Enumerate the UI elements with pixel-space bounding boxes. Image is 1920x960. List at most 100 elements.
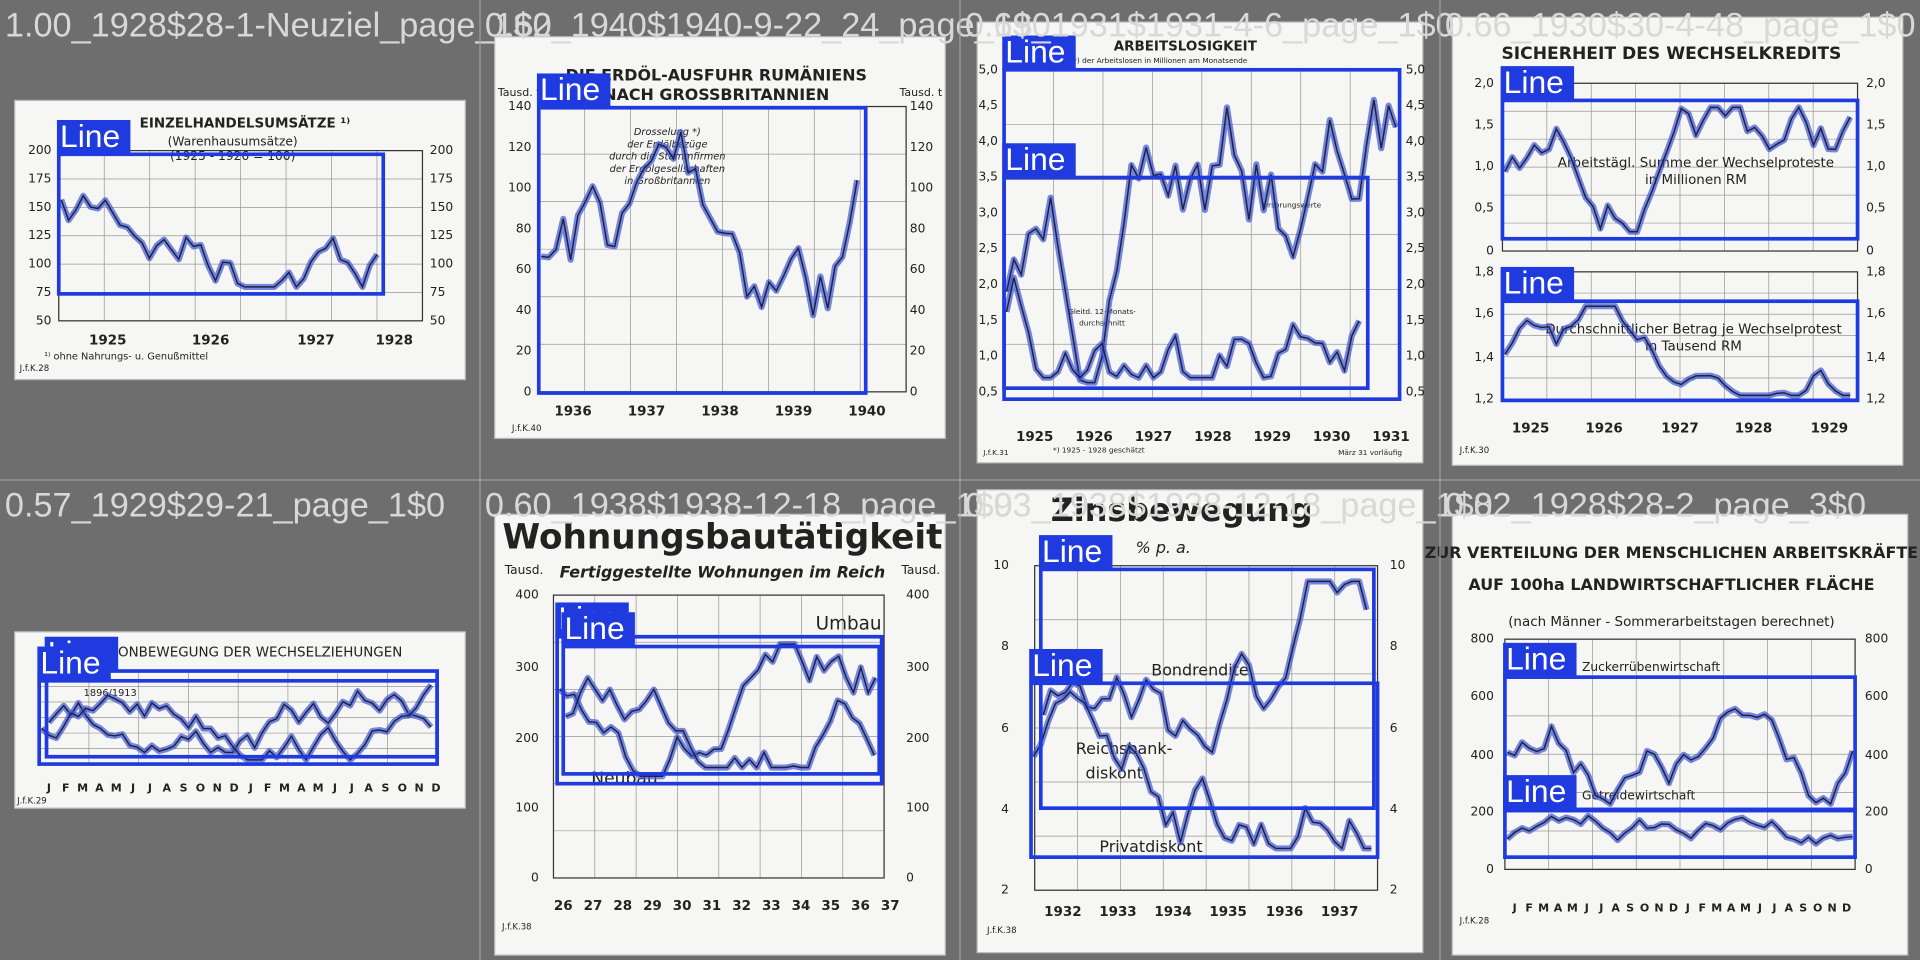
annotation: Drosselung *)	[634, 127, 701, 138]
y-tick-label: 120	[508, 140, 531, 154]
x-tick-label: S	[1799, 902, 1807, 915]
y-tick-label: 4,0	[1406, 134, 1425, 148]
y-tick-label: 800	[1471, 632, 1494, 646]
x-tick-label: 1938	[701, 404, 738, 419]
annotation: durch die Stammfirmen	[609, 152, 725, 163]
annotation: J.f.K.28	[1459, 916, 1490, 926]
detection-box	[1002, 175, 1370, 390]
y-tick-label: 2	[1001, 883, 1009, 897]
y-tick-label: 1,5	[1406, 313, 1425, 327]
scan-curve	[1504, 305, 1851, 397]
chart-title: ARBEITSLOSIGKEIT	[1114, 40, 1258, 55]
scan-curve	[1042, 580, 1368, 754]
tile-caption: 0.60_1938$1938-12-18_page_1$0	[485, 487, 1013, 525]
tile-caption: 0.82_1928$28-2_page_3$0	[1445, 487, 1866, 525]
x-tick-label: O	[398, 782, 407, 795]
tile-caption: 0.93_1938$1938-12-18_page_1$0	[965, 487, 1493, 525]
tile-caption: 0.69_1931$1931-4-6_page_1$0	[965, 7, 1455, 45]
x-tick-label: A	[1611, 902, 1620, 915]
detection-label-bg	[1029, 648, 1103, 684]
annotation: Arbeitstägl. Summe der Wechselproteste	[1558, 156, 1834, 171]
y-tick-label: 100	[28, 257, 51, 271]
y-tick-label: 1,6	[1866, 306, 1886, 320]
x-tick-label: M	[77, 782, 88, 795]
annotation: Bondrendite	[1151, 661, 1248, 680]
y-tick-label: 1,5	[978, 313, 997, 327]
tile-caption: 0.57_1929$29-21_page_1$0	[5, 487, 445, 525]
x-tick-label: N	[1827, 902, 1836, 915]
x-tick-label: D	[229, 782, 238, 795]
annotation: der Erdölgesellschaften	[610, 164, 725, 175]
detection-box	[1503, 807, 1857, 859]
y-tick-label: 200	[515, 731, 538, 745]
plot-frame	[552, 594, 885, 879]
x-tick-label: 30	[673, 899, 692, 914]
y-tick-label: 0	[524, 384, 532, 398]
x-tick-label: M	[313, 782, 324, 795]
annotation: in Tausend RM	[1645, 340, 1742, 355]
detection-label-bg	[56, 120, 131, 155]
x-tick-label: A	[297, 782, 306, 795]
x-tick-label: 1929	[1811, 422, 1848, 437]
y-tick-label: 0	[910, 384, 918, 398]
annotation: diskont	[1086, 763, 1144, 782]
y-tick-label: 1,0	[978, 349, 997, 363]
x-tick-label: 1936	[554, 404, 591, 419]
x-tick-label: N	[213, 782, 222, 795]
y-tick-label: 3,0	[978, 205, 997, 219]
scan-curve	[565, 676, 875, 769]
y-tick-label: 100	[910, 181, 933, 195]
chart-title: Zinsbewegung	[1051, 491, 1313, 529]
x-tick-label: A	[1554, 902, 1563, 915]
detection-box	[1029, 681, 1380, 859]
scan-curve	[48, 689, 432, 754]
x-tick-label: D	[1842, 902, 1851, 915]
y-tick-label: 2	[1390, 883, 1398, 897]
tile: Zinsbewegung % p. a. 10 8 6 4 2 10 8 6 4 2 1932 1933 1…	[976, 489, 1424, 954]
scan-curve	[1504, 105, 1851, 233]
y-tick-label: 60	[910, 262, 926, 276]
y-tick-label: 60	[516, 262, 532, 276]
x-tick-label: 1939	[775, 404, 812, 419]
x-tick-label: D	[1669, 902, 1678, 915]
detection-label: Line	[1032, 647, 1092, 683]
y-tick-label: 2,5	[978, 241, 997, 255]
x-tick-label: 1935	[1209, 905, 1246, 920]
detection-label: Line	[564, 610, 624, 646]
tile: EINZELHANDELSUMSÄTZE ¹⁾ (Warenhausumsätze…	[14, 99, 466, 381]
x-tick-label: J	[130, 782, 135, 795]
y-tick-label: 600	[1865, 689, 1888, 703]
chart-title: (Warenhausumsätze)	[168, 135, 298, 149]
y-tick-label: 1,5	[1474, 117, 1493, 131]
y-tick-label: 6	[1390, 721, 1398, 735]
chart-title: SAISONBEWEGUNG DER WECHSELZIEHUNGEN	[88, 646, 403, 661]
annotation: Ursprungswerte	[1263, 201, 1322, 210]
x-tick-label: 1932	[1044, 905, 1081, 920]
y-tick-label: 8	[1390, 639, 1398, 653]
scan-curve	[41, 684, 432, 762]
annotation: Tausd. t	[497, 86, 541, 99]
y-tick-label: 140	[910, 99, 933, 113]
x-tick-label: J	[1512, 902, 1517, 915]
chart-title: ZUR VERTEILUNG DER MENSCHLICHEN ARBEITSK…	[1425, 543, 1918, 562]
y-tick-label: 4	[1001, 802, 1009, 816]
x-tick-label: J	[332, 782, 337, 795]
y-tick-label: 1,4	[1474, 350, 1494, 364]
x-tick-label: M	[1538, 902, 1549, 915]
detection-label: Line	[1504, 265, 1564, 301]
x-tick-label: J	[1598, 902, 1603, 915]
y-tick-label: 100	[508, 181, 531, 195]
x-tick-label: 1937	[628, 404, 665, 419]
annotation: *) 1925 - 1928 geschätzt	[1053, 446, 1145, 455]
x-tick-label: 1925	[1512, 422, 1549, 437]
y-tick-label: 0,5	[1474, 201, 1493, 215]
x-tick-label: 1928	[376, 333, 413, 348]
chart-scan	[494, 513, 946, 956]
detection-label-bg	[536, 73, 611, 108]
annotation: in Großbritannien	[624, 176, 710, 187]
chart-title: Wohnungsbautätigkeit	[502, 517, 942, 557]
y-tick-label: 80	[910, 221, 926, 235]
scan-curve	[60, 194, 378, 289]
y-tick-label: 2,0	[1406, 277, 1425, 291]
